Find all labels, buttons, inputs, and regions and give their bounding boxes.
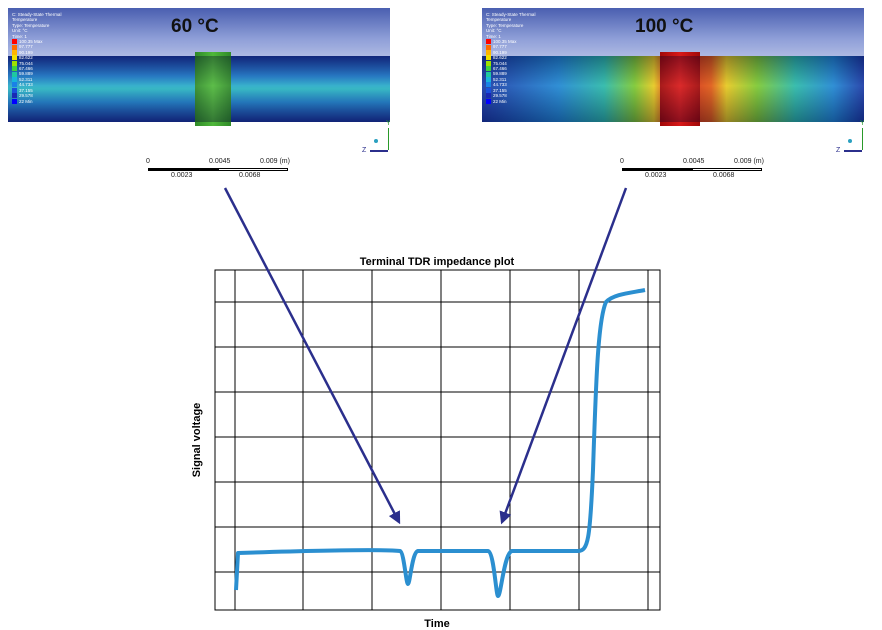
arrow-100 — [502, 188, 626, 522]
y-axis-label: Signal voltage — [191, 403, 203, 478]
arrow-60 — [225, 188, 399, 522]
figure: 60 °CC: Steady-State ThermalTemperatureT… — [0, 0, 882, 630]
x-axis-label: Time — [424, 618, 449, 630]
plot: Terminal TDR impedance plot Signal volta… — [0, 0, 882, 630]
plot-title: Terminal TDR impedance plot — [360, 256, 515, 268]
